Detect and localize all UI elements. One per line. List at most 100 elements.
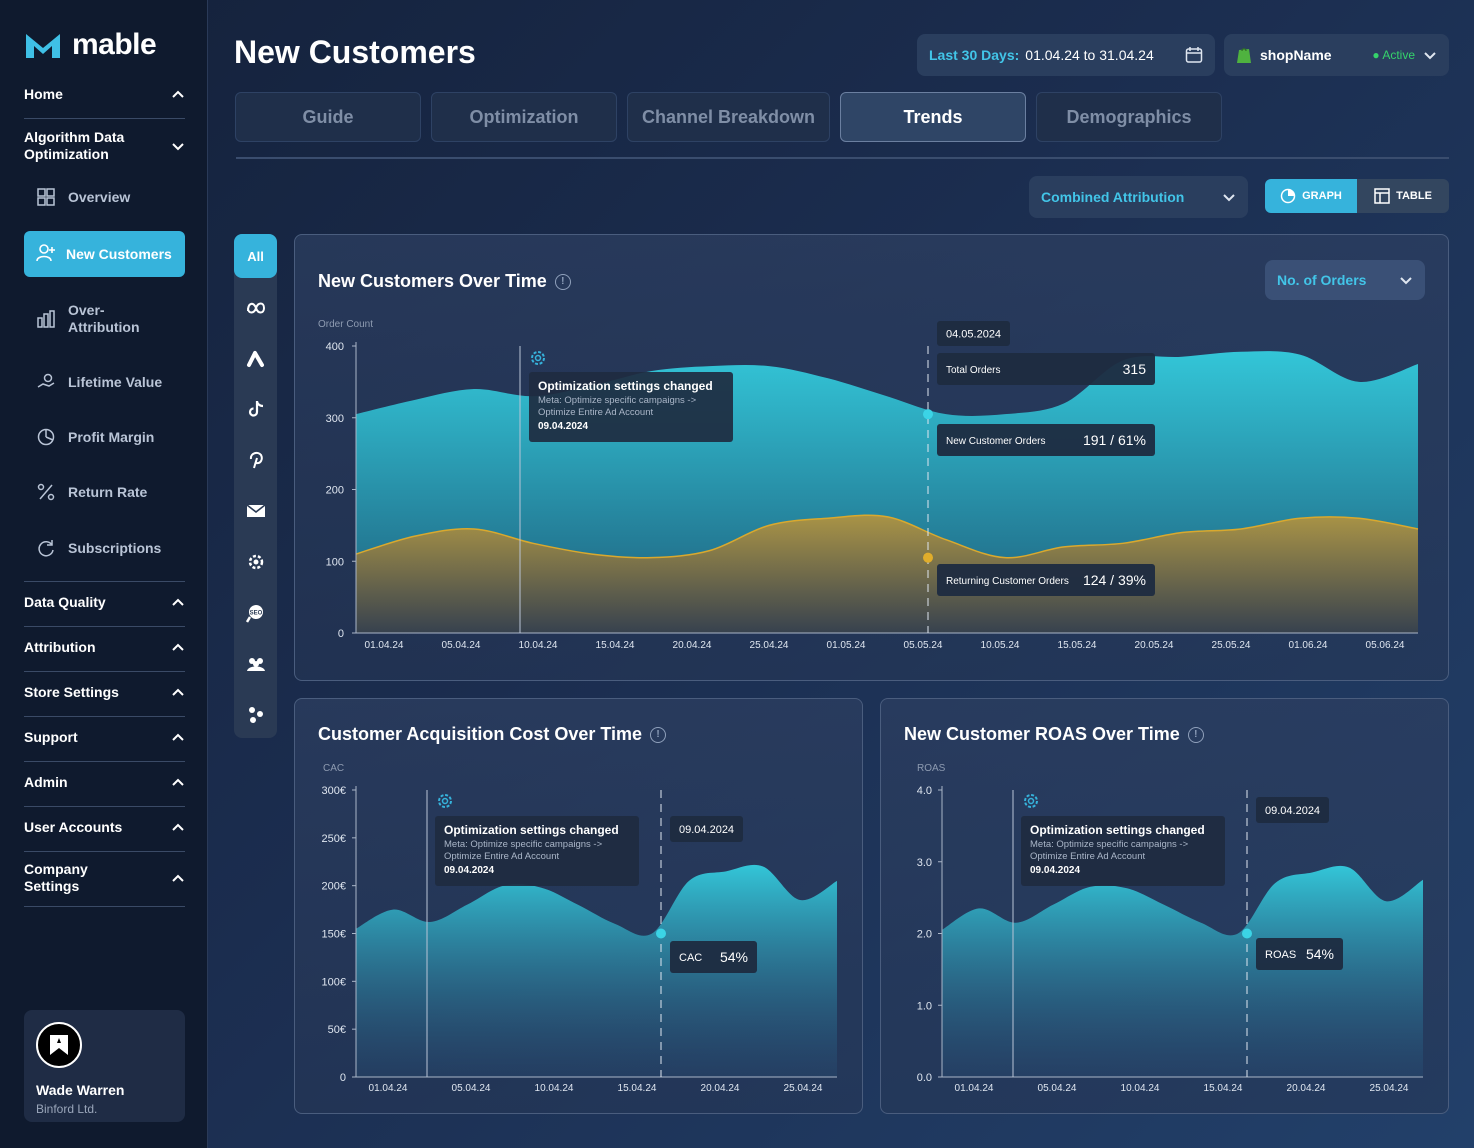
nav-admin[interactable]: Admin (24, 774, 185, 790)
nav-support[interactable]: Support (24, 729, 185, 745)
audience-icon[interactable] (246, 654, 266, 674)
x-tick-label: 25.04.24 (1370, 1083, 1409, 1094)
sidebar-item-return-rate[interactable]: Return Rate (36, 482, 186, 502)
sidebar-item-subscriptions[interactable]: Subscriptions (36, 538, 186, 558)
referral-icon[interactable] (246, 705, 266, 725)
chevron-down-icon (1223, 194, 1235, 202)
chevron-down-icon (172, 143, 184, 151)
info-icon[interactable]: ! (650, 726, 667, 743)
tab-demographics[interactable]: Demographics (1036, 92, 1222, 142)
annotation-line-1: Meta: Optimize specific campaigns -> (538, 395, 697, 406)
info-icon[interactable]: ! (1187, 726, 1204, 743)
tooltip-value-value: 54% (720, 949, 748, 965)
returning-orders-point (923, 552, 933, 563)
y-tick-label: 200€ (322, 881, 346, 893)
chevron-up-icon (172, 778, 184, 786)
y-tick-label: 400 (326, 341, 344, 353)
tab-trends[interactable]: Trends (840, 92, 1026, 142)
tiktok-icon[interactable] (246, 399, 266, 419)
annotation-line-2: Optimize Entire Ad Account (1030, 851, 1145, 862)
date-range-value: 01.04.24 to 31.04.24 (1025, 47, 1154, 63)
seo-icon[interactable]: SEO (246, 603, 266, 623)
nav-user-accounts[interactable]: User Accounts (24, 819, 185, 835)
annotation-box (435, 816, 639, 886)
new-customers-title: New Customers Over Time ! (318, 271, 571, 292)
x-tick-label: 01.04.24 (955, 1083, 994, 1094)
tab-channel-breakdown[interactable]: Channel Breakdown (627, 92, 830, 142)
calendar-icon (1185, 47, 1203, 63)
user-card[interactable]: Wade Warren Binford Ltd. (24, 1010, 185, 1122)
company-logo-icon (50, 1035, 68, 1055)
metric-select-value: No. of Orders (1277, 272, 1367, 288)
nav-attribution[interactable]: Attribution (24, 639, 185, 655)
sidebar-item-profit-margin-label: Profit Margin (68, 429, 155, 445)
divider (24, 716, 185, 717)
returning-orders-line (355, 514, 1419, 559)
annotation-date: 09.04.2024 (444, 865, 494, 876)
brand-logo[interactable]: mable (24, 28, 157, 62)
x-tick-label: 25.05.24 (1212, 640, 1251, 651)
new-customers-chart: Order Count 0 100 200 300 400 01.04.24 05.04.24… (318, 319, 1419, 651)
y-tick-label: 200 (326, 485, 344, 497)
tooltip-date-box (937, 321, 1010, 346)
annotation-line-1: Meta: Optimize specific campaigns -> (444, 839, 603, 850)
graph-view-button[interactable]: GRAPH (1265, 179, 1357, 213)
view-toggle: GRAPH TABLE (1265, 179, 1449, 213)
chevron-up-icon (172, 643, 184, 651)
sidebar-item-overview[interactable]: Overview (36, 187, 186, 207)
tooltip-date-label: 09.04.2024 (679, 824, 734, 836)
shop-selector[interactable]: shopName ● Active (1224, 34, 1449, 76)
nav-company-settings[interactable]: Company Settings (24, 861, 185, 895)
nav-home[interactable]: Home (24, 86, 185, 102)
google-ads-icon[interactable] (246, 348, 266, 368)
x-tick-label: 05.05.24 (904, 640, 943, 651)
channel-all-button[interactable]: All (234, 234, 277, 278)
y-tick-label: 2.0 (917, 929, 932, 941)
y-tick-label: 3.0 (917, 857, 932, 869)
meta-icon[interactable] (246, 298, 266, 318)
sidebar-item-lifetime-value[interactable]: Lifetime Value (36, 372, 186, 392)
x-tick-label: 01.04.24 (369, 1083, 408, 1094)
sidebar-item-over-attribution[interactable]: Over-Attribution (36, 302, 186, 336)
y-tick-label: 0.0 (917, 1072, 932, 1084)
x-tick-label: 05.04.24 (442, 640, 481, 651)
value-point (656, 928, 666, 939)
gear-icon-center (1027, 797, 1035, 805)
nav-data-quality[interactable]: Data Quality (24, 594, 185, 610)
tab-optimization[interactable]: Optimization (431, 92, 617, 142)
divider (24, 626, 185, 627)
tooltip-returning-value: 124 / 39% (1083, 572, 1146, 588)
affiliate-icon[interactable] (246, 552, 266, 572)
sidebar-item-profit-margin[interactable]: Profit Margin (36, 427, 186, 447)
sidebar-item-new-customers[interactable]: New Customers (24, 231, 185, 277)
attribution-select[interactable]: Combined Attribution (1029, 176, 1248, 218)
percent-icon (36, 482, 56, 502)
x-tick-label: 10.04.24 (1121, 1083, 1160, 1094)
y-axis-title: Order Count (318, 319, 373, 330)
nav-store-settings[interactable]: Store Settings (24, 684, 185, 700)
pinterest-icon[interactable] (246, 450, 266, 470)
nav-algorithm[interactable]: Algorithm Data Optimization (24, 129, 185, 163)
chevron-down-icon (1400, 277, 1412, 285)
table-view-button[interactable]: TABLE (1357, 179, 1449, 213)
divider (24, 906, 185, 907)
tooltip-returning-box (937, 564, 1155, 596)
tab-guide[interactable]: Guide (235, 92, 421, 142)
y-tick-label: 0 (338, 628, 344, 640)
tooltip-date-box (670, 816, 743, 842)
info-icon[interactable]: ! (554, 273, 571, 290)
annotation-box (1021, 816, 1225, 886)
x-tick-label: 15.04.24 (1204, 1083, 1243, 1094)
nav-data-quality-label: Data Quality (24, 594, 106, 610)
email-icon[interactable] (246, 501, 266, 521)
gear-icon (1024, 794, 1038, 808)
y-tick-label: 100€ (322, 976, 346, 988)
tooltip-value-label: ROAS (1265, 949, 1296, 961)
nav-support-label: Support (24, 729, 78, 745)
date-range-picker[interactable]: Last 30 Days: 01.04.24 to 31.04.24 (917, 34, 1215, 76)
x-tick-label: 20.04.24 (673, 640, 712, 651)
y-tick-label: 50€ (328, 1024, 346, 1036)
total-orders-point (923, 409, 933, 420)
gear-icon-center (441, 797, 449, 805)
metric-select[interactable]: No. of Orders (1265, 260, 1425, 300)
